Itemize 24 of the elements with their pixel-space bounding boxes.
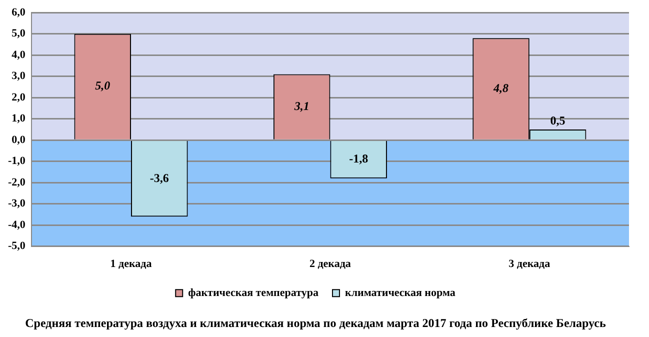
- y-tick-label: 2,0: [12, 91, 26, 104]
- data-label: 3,1: [293, 98, 310, 113]
- legend-label: климатическая норма: [344, 286, 456, 299]
- data-label: 5,0: [95, 78, 110, 93]
- y-tick-label: 6,0: [12, 6, 26, 18]
- data-label: 4,8: [492, 80, 509, 95]
- data-label: -1,8: [349, 152, 368, 166]
- y-tick-label: -5,0: [8, 240, 26, 252]
- y-tick-label: 4,0: [12, 48, 26, 61]
- y-tick-label: -2,0: [8, 176, 26, 188]
- x-tick-label: 3 декада: [508, 258, 551, 270]
- y-tick-label: 1,0: [12, 112, 26, 125]
- data-label: 0,5: [550, 114, 566, 128]
- y-tick-label: -4,0: [8, 218, 26, 231]
- text: Средняя температура воздуха и климатическая норма по декадам марта 2017 года по Республике Беларусь: [25, 316, 606, 330]
- y-tick-label: 3,0: [12, 70, 26, 82]
- x-tick-label: 1 декада: [110, 258, 152, 270]
- x-tick-label: 2 декада: [309, 258, 352, 270]
- y-tick-label: 5,0: [12, 28, 26, 40]
- y-tick-label: 0,0: [12, 134, 26, 146]
- data-label: -3,6: [150, 170, 169, 185]
- legend-label: фактическая температура: [188, 286, 319, 299]
- y-tick-label: -1,0: [8, 155, 26, 168]
- y-tick-label: -3,0: [8, 198, 26, 210]
